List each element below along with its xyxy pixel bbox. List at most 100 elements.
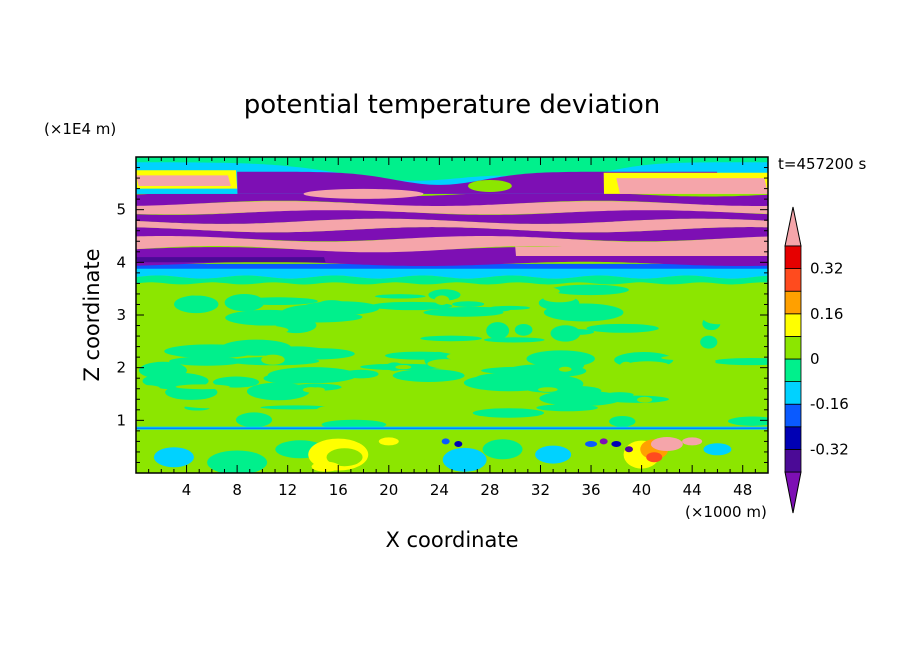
colorbar-segment: [784, 403, 802, 428]
colorbar-segment: [784, 268, 802, 292]
contour-patch: [535, 445, 572, 464]
contour-patch: [728, 416, 768, 426]
contour-patch: [452, 301, 485, 307]
contour-patch: [326, 448, 363, 467]
colorbar-segment: [784, 313, 802, 337]
x-tick-label: 32: [531, 481, 550, 499]
contour-patch: [483, 337, 545, 343]
contour-patch: [446, 351, 494, 362]
colorbar-label: -0.32: [810, 440, 849, 458]
contour-band: [136, 218, 768, 233]
y-tick-label: 5: [116, 201, 126, 219]
contour-patch: [661, 355, 690, 360]
contour-patch: [539, 390, 622, 407]
contour-patch: [427, 359, 464, 369]
contour-patch: [342, 369, 379, 379]
contour-patch: [237, 297, 318, 306]
colorbar-segment: [784, 245, 802, 270]
contour-patch: [543, 294, 576, 303]
contour-patch: [627, 313, 652, 319]
contour-band: [515, 246, 768, 256]
contour-patch: [261, 354, 285, 365]
contour-patch: [701, 357, 716, 367]
y-axis-label: Z coordinate: [80, 248, 104, 381]
contour-patch: [585, 441, 598, 448]
contour-patch: [624, 446, 633, 453]
x-tick-label: 20: [379, 481, 398, 499]
contour-patch: [463, 374, 555, 392]
contour-band: [136, 427, 768, 429]
contour-patch: [420, 335, 482, 342]
contour-patch: [303, 188, 424, 199]
contour-patch: [646, 452, 663, 463]
contour-patch: [395, 364, 412, 370]
contour-patch: [392, 369, 465, 382]
contour-patch: [164, 344, 258, 359]
contour-patch: [486, 322, 510, 340]
contour-patch: [467, 179, 512, 192]
y-tick-label: 2: [116, 359, 126, 377]
x-tick-label: 8: [232, 481, 242, 499]
colorbar-label: -0.16: [810, 395, 849, 413]
colorbar-segment: [784, 290, 802, 315]
contour-patch: [175, 384, 230, 390]
contour-patch: [136, 304, 169, 316]
contour-patch: [489, 305, 531, 310]
colorbar-triangle-bottom: [784, 471, 802, 514]
contour-patch: [301, 301, 380, 315]
contour-patch: [351, 393, 401, 398]
contour-patch: [685, 408, 724, 421]
contour-patch: [174, 286, 227, 296]
contour-patch: [280, 348, 355, 360]
colorbar-label: 0.32: [810, 260, 843, 278]
colorbar-segment: [784, 335, 802, 360]
contour-patch: [235, 412, 273, 428]
contour-patch: [619, 361, 634, 374]
contour-band: [136, 209, 768, 224]
contour-patch: [682, 437, 703, 446]
contour-patch: [136, 385, 161, 393]
contour-patch: [174, 295, 219, 314]
contour-patch: [260, 405, 330, 410]
chart-title: potential temperature deviation: [244, 90, 660, 120]
colorbar-segment: [784, 426, 802, 450]
contour-patch: [207, 450, 268, 473]
colorbar: -0.32 -0.16 0 0.16 0.32: [784, 206, 849, 514]
contour-patch: [153, 447, 194, 468]
contour-patch: [712, 358, 768, 366]
contour-patch: [454, 441, 463, 448]
contour-patch: [263, 372, 318, 384]
contour-band: [136, 266, 768, 279]
contour-patch: [615, 372, 661, 381]
contour-patch: [586, 323, 659, 333]
x-tick-label: 16: [329, 481, 348, 499]
contour-patch: [605, 392, 634, 398]
contour-patch: [387, 414, 447, 422]
contour-patch: [423, 308, 504, 317]
colorbar-triangle-top: [784, 206, 802, 247]
contour-band: [136, 175, 231, 186]
contour-patch: [434, 295, 450, 305]
contour-patch: [556, 329, 595, 335]
contour-band: [616, 178, 768, 194]
contour-patch: [486, 345, 532, 351]
x-tick-label: 28: [480, 481, 499, 499]
colorbar-label: 0: [810, 350, 820, 368]
x-tick-label: 36: [581, 481, 600, 499]
contour-patch: [302, 387, 320, 393]
contour-patch: [235, 325, 289, 335]
contour-patch: [538, 387, 558, 392]
contour-patch: [558, 366, 572, 372]
contour-patch: [650, 437, 683, 452]
contour-patch: [611, 441, 622, 448]
contour-patch: [378, 437, 399, 446]
y-tick-label: 1: [116, 411, 126, 429]
contour-patch: [472, 408, 545, 418]
x-tick-label: 48: [733, 481, 752, 499]
contour-patch: [442, 447, 487, 472]
x-unit-label: (×1000 m): [685, 503, 767, 521]
y-unit-label: (×1E4 m): [44, 120, 116, 138]
contour-patch: [212, 376, 260, 388]
